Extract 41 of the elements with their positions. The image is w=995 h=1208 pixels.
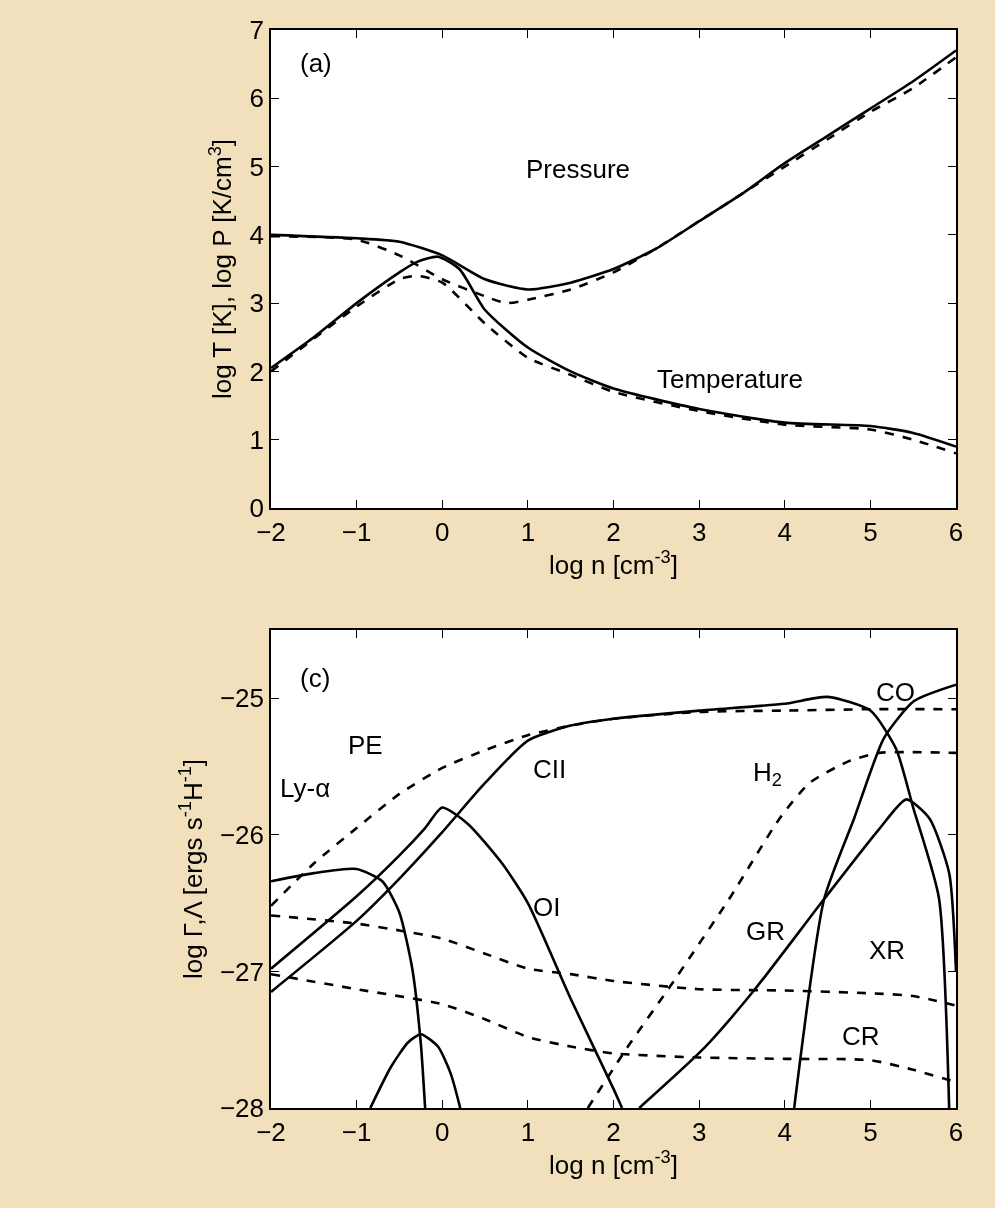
x-tick-label: 4	[777, 1116, 792, 1147]
x-tick-label: 1	[520, 1116, 536, 1147]
x-tick-label: 5	[863, 1116, 878, 1147]
annotation: CR	[842, 1021, 880, 1051]
x-tick-label: 3	[691, 516, 707, 547]
y-tick-label: 6	[249, 83, 265, 114]
y-tick-label: 3	[249, 288, 265, 319]
x-tick-label: 0	[435, 516, 450, 547]
annotation: Temperature	[657, 364, 803, 394]
x-tick-label: −1	[341, 1116, 372, 1147]
annotation: XR	[869, 935, 906, 965]
annotation: Ly-α	[280, 773, 331, 803]
annotation: CO	[876, 677, 915, 707]
annotation: (c)	[300, 663, 331, 693]
y-tick-label: 4	[249, 219, 265, 250]
annotation: (a)	[300, 48, 332, 78]
y-tick-label: −26	[219, 819, 265, 850]
x-axis-title: log n [cm$^{-3}$]	[549, 1146, 678, 1180]
x-tick-label: 2	[606, 516, 621, 547]
y-tick-label: 7	[249, 15, 265, 46]
y-tick-label: 5	[249, 151, 265, 182]
y-tick-label: −27	[219, 956, 265, 987]
x-tick-label: 0	[435, 1116, 450, 1147]
x-tick-label: −1	[341, 516, 372, 547]
annotation: PE	[348, 730, 383, 760]
annotation: GR	[746, 916, 785, 946]
x-tick-label: 1	[520, 516, 536, 547]
x-tick-label: 5	[863, 516, 878, 547]
y-tick-label: 1	[249, 424, 265, 455]
x-tick-label: 3	[691, 1116, 707, 1147]
annotation: H$_{2}$	[753, 757, 782, 791]
x-tick-label: 6	[948, 516, 964, 547]
x-axis-title: log n [cm$^{-3}$]	[549, 546, 678, 580]
x-tick-label: 6	[948, 1116, 964, 1147]
x-tick-label: 2	[606, 1116, 621, 1147]
x-tick-label: 4	[777, 516, 792, 547]
annotation: CII	[533, 754, 567, 784]
annotation: Pressure	[526, 154, 631, 184]
y-tick-label: 2	[249, 356, 265, 387]
annotation: OI	[533, 892, 561, 922]
y-tick-label: −25	[219, 683, 265, 714]
